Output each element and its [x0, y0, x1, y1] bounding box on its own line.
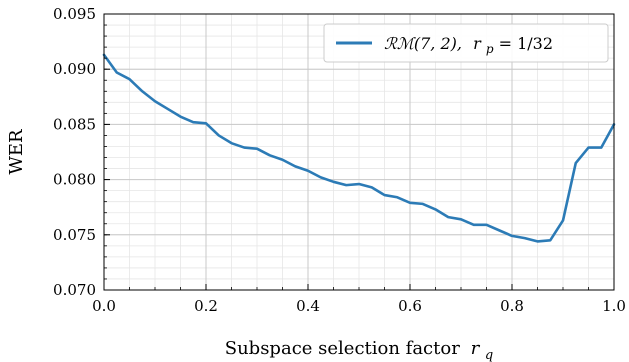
x-tick-label: 0.0 — [92, 297, 116, 315]
x-tick-label: 0.4 — [296, 297, 320, 315]
legend-label: ℛℳ(7, 2), r p = 1/32 — [384, 34, 553, 57]
legend-label-value: = 1/32 — [499, 34, 553, 53]
x-axis-label: Subspace selection factor r q — [225, 338, 493, 362]
legend-label-variable: r — [473, 34, 482, 53]
x-tick-label: 0.2 — [194, 297, 218, 315]
x-axis-label-subscript: q — [485, 348, 493, 362]
y-tick-label: 0.070 — [53, 281, 96, 299]
y-tick-label: 0.090 — [53, 60, 96, 78]
x-axis-label-variable: r — [471, 338, 481, 359]
legend-label-code: ℛℳ(7, 2), — [384, 34, 462, 53]
tick-labels: 0.0 0.2 0.4 0.6 0.8 1.0 0.070 0.075 0.080 0.085 0.… — [53, 5, 626, 315]
x-tick-label: 0.6 — [398, 297, 422, 315]
y-tick-label: 0.075 — [53, 226, 96, 244]
x-tick-label: 1.0 — [602, 297, 626, 315]
legend-label-subscript: p — [486, 42, 494, 56]
x-tick-label: 0.8 — [500, 297, 524, 315]
axis-ticks — [103, 13, 615, 291]
legend-box — [323, 23, 609, 63]
x-axis-label-text: Subspace selection factor — [225, 338, 460, 359]
legend: ℛℳ(7, 2), r p = 1/32 — [323, 23, 609, 63]
y-tick-label: 0.080 — [53, 171, 96, 189]
y-tick-label: 0.095 — [53, 5, 96, 23]
y-axis-label: WER — [6, 129, 27, 175]
y-tick-label: 0.085 — [53, 115, 96, 133]
